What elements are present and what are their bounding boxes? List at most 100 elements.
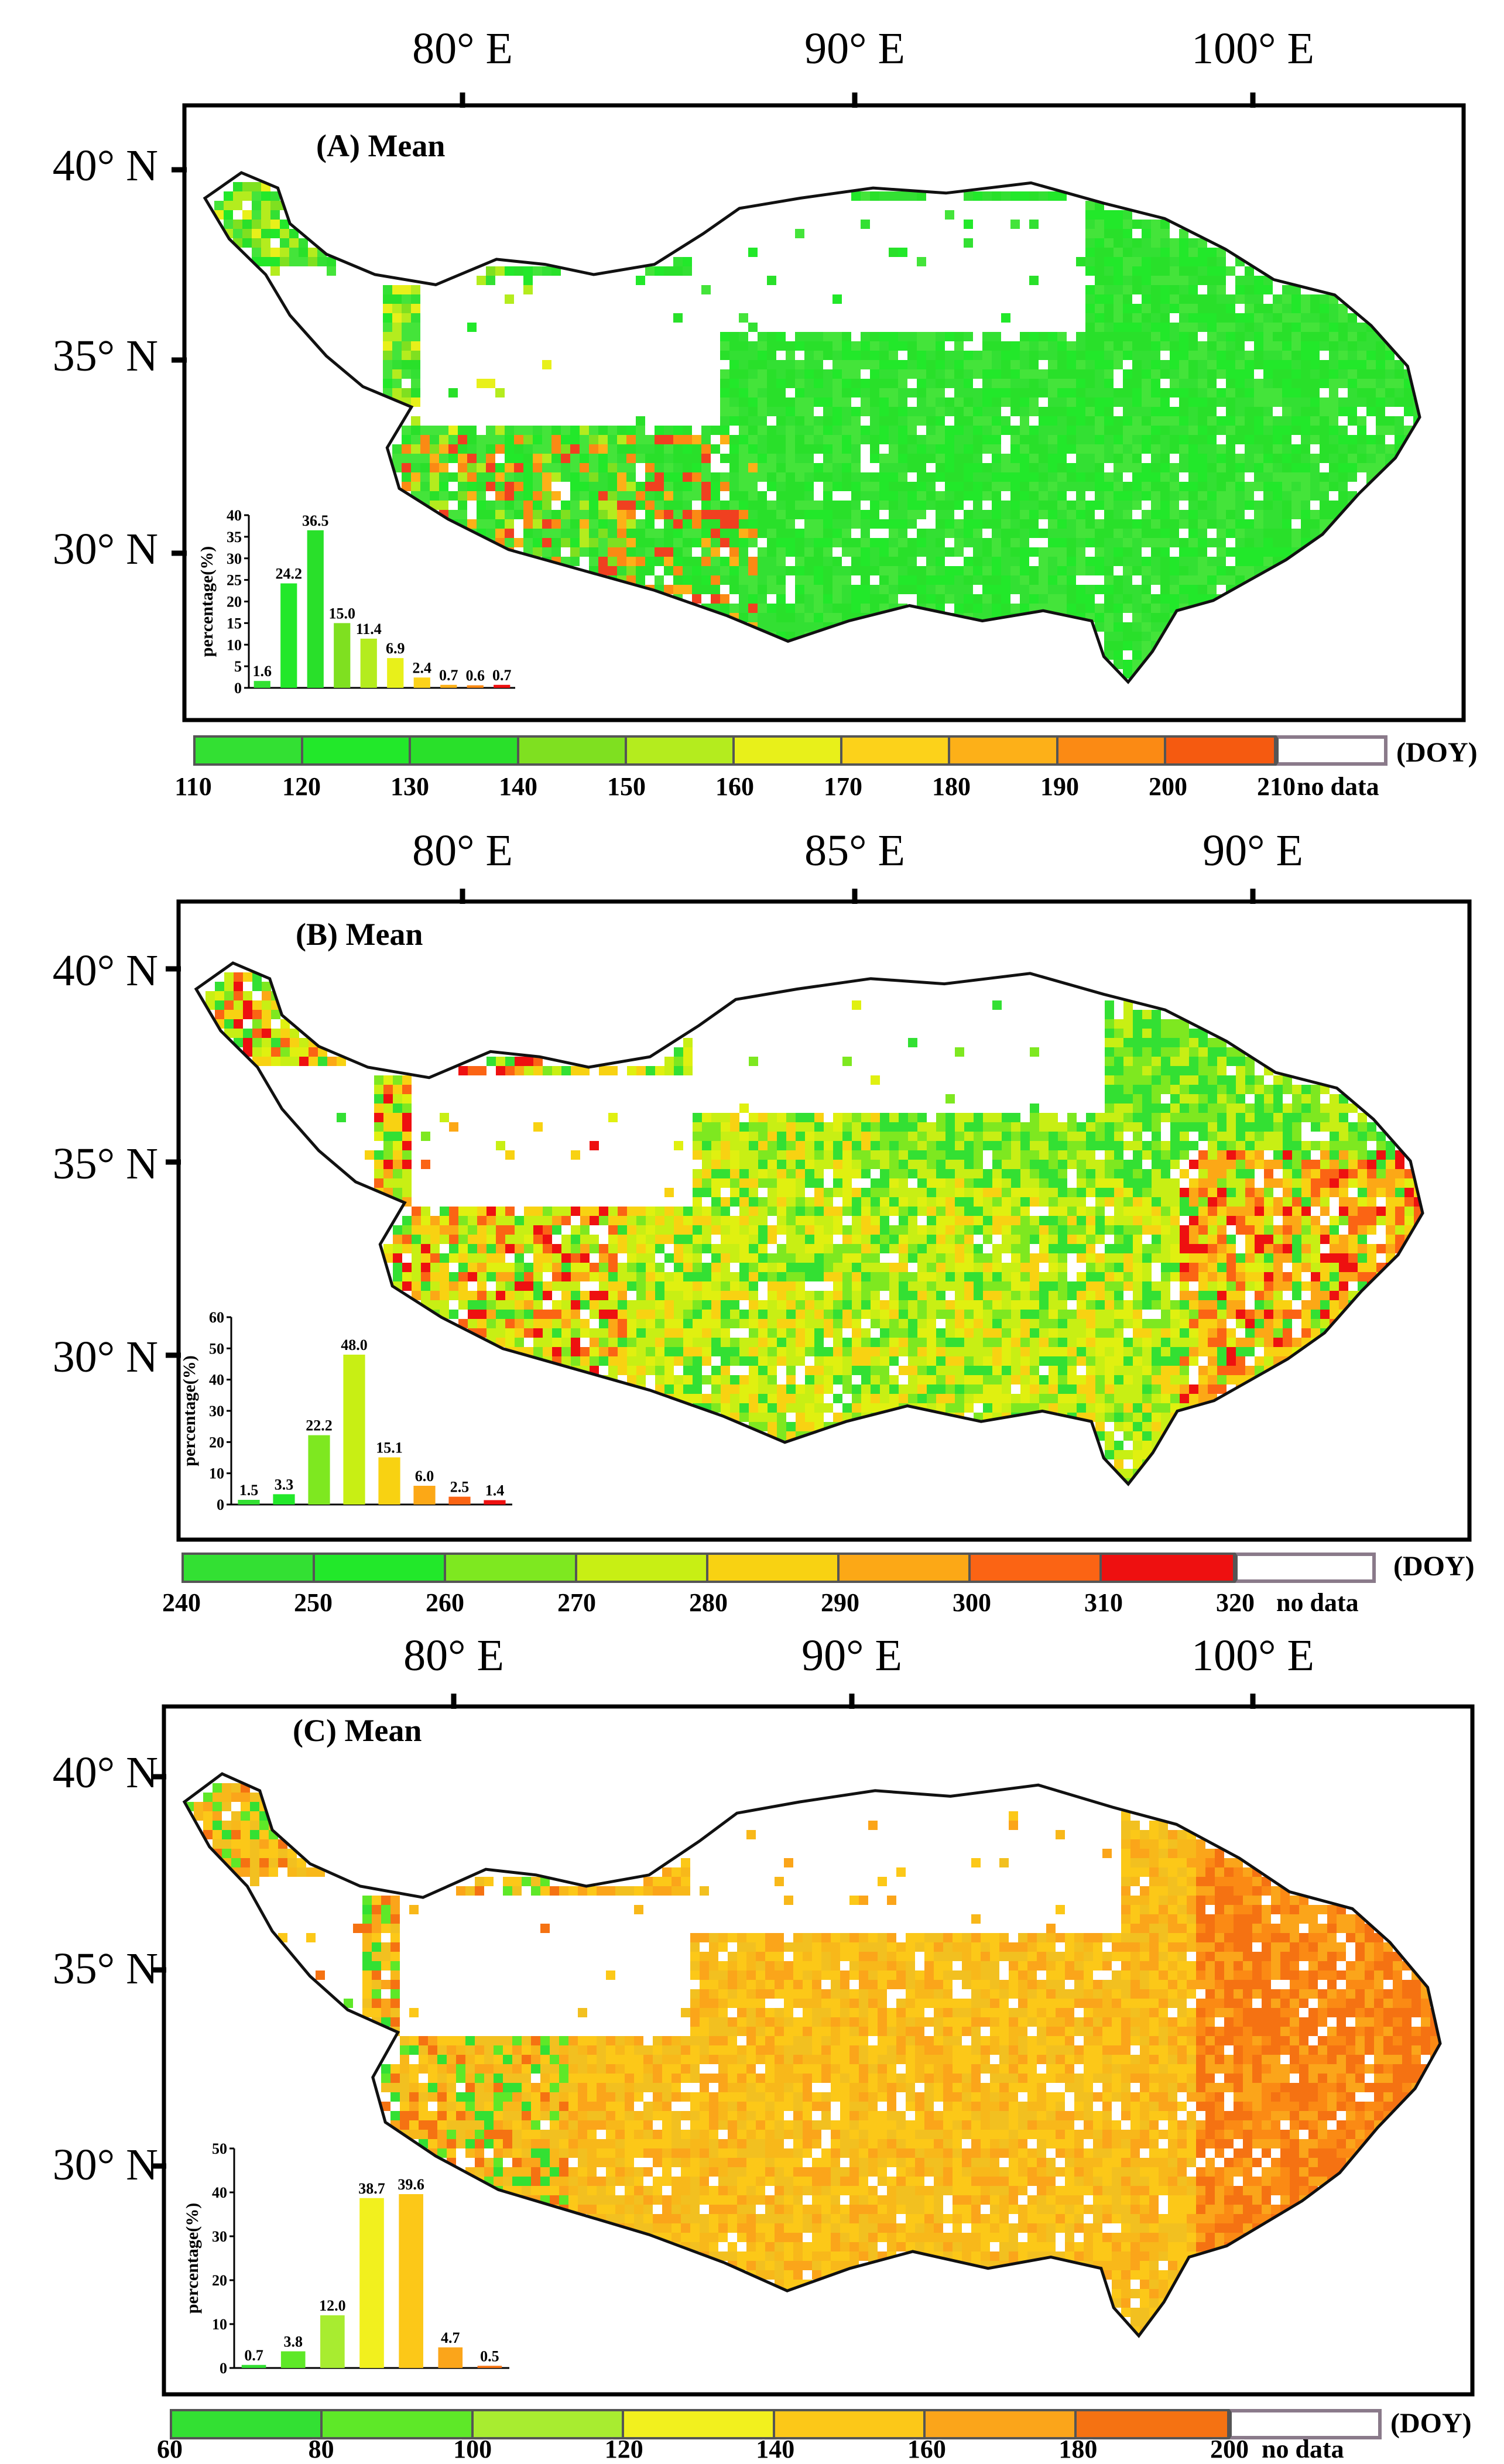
map-cell xyxy=(1264,1263,1273,1272)
map-cell xyxy=(861,472,870,482)
map-cell xyxy=(842,1160,852,1169)
map-cell xyxy=(1180,1244,1189,1253)
map-cell xyxy=(1104,294,1114,304)
map-cell xyxy=(533,435,542,444)
map-cell xyxy=(1254,379,1263,388)
map-cell xyxy=(1283,1178,1292,1188)
map-cell xyxy=(1104,604,1114,613)
map-cell xyxy=(702,1132,711,1141)
map-cell xyxy=(992,482,1001,491)
map-cell xyxy=(383,323,392,332)
map-cell xyxy=(1057,585,1067,594)
map-cell xyxy=(945,1207,955,1216)
map-cell xyxy=(1283,1150,1292,1160)
map-cell xyxy=(1245,1281,1255,1291)
map-cell xyxy=(1320,379,1329,388)
map-cell xyxy=(1217,341,1226,351)
map-cell xyxy=(261,210,270,220)
map-cell xyxy=(1227,1057,1236,1066)
map-cell xyxy=(365,1150,374,1160)
map-cell xyxy=(917,463,926,472)
map-cell xyxy=(879,538,889,547)
map-cell xyxy=(1076,566,1085,575)
map-cell xyxy=(1030,1104,1039,1113)
map-cell xyxy=(1151,613,1160,622)
map-cell xyxy=(974,1253,983,1263)
map-cell xyxy=(851,360,861,369)
map-cell xyxy=(1395,1197,1404,1207)
map-cell xyxy=(936,491,945,501)
map-cell xyxy=(1020,444,1029,454)
map-cell xyxy=(458,501,467,510)
map-cell xyxy=(833,1244,842,1253)
map-cell xyxy=(899,1113,908,1122)
map-cell xyxy=(412,1216,421,1225)
map-cell xyxy=(1245,491,1254,501)
map-cell xyxy=(1105,1066,1114,1075)
map-cell xyxy=(1282,435,1291,444)
map-cell xyxy=(430,472,439,482)
map-cell xyxy=(964,1216,974,1225)
map-cell xyxy=(917,482,926,491)
map-cell xyxy=(1385,426,1395,435)
map-cell xyxy=(1217,1047,1227,1057)
map-cell xyxy=(1254,472,1263,482)
map-cell xyxy=(983,1141,992,1150)
map-cell xyxy=(786,1216,796,1225)
map-cell xyxy=(832,472,842,482)
map-cell xyxy=(1030,1197,1039,1207)
map-cell xyxy=(814,360,823,369)
map-cell xyxy=(945,1113,955,1122)
map-cell xyxy=(393,1132,402,1141)
map-cell xyxy=(1152,1188,1161,1197)
map-cell xyxy=(720,351,729,360)
map-cell xyxy=(955,1178,964,1188)
map-cell xyxy=(973,529,982,538)
map-cell xyxy=(1132,538,1142,547)
map-cell xyxy=(440,1235,449,1244)
map-cell xyxy=(1105,1057,1114,1066)
map-cell xyxy=(1283,1132,1292,1141)
map-cell xyxy=(1217,557,1226,566)
map-cell xyxy=(992,1160,1002,1169)
map-cell xyxy=(917,529,926,538)
map-cell xyxy=(1058,1253,1067,1263)
map-cell xyxy=(889,388,898,397)
map-cell xyxy=(1010,360,1020,369)
map-cell xyxy=(1376,1141,1386,1150)
map-cell xyxy=(1123,604,1132,613)
map-cell xyxy=(954,529,964,538)
map-cell xyxy=(871,1272,880,1281)
map-cell xyxy=(927,1235,936,1244)
map-cell xyxy=(1104,341,1114,351)
map-cell xyxy=(1132,557,1142,566)
map-cell xyxy=(570,557,580,566)
map-cell xyxy=(1348,1207,1358,1216)
map-cell xyxy=(823,491,832,501)
map-cell xyxy=(1095,501,1104,510)
map-cell xyxy=(1198,313,1207,323)
map-cell xyxy=(1020,472,1029,482)
map-cell xyxy=(1310,379,1320,388)
map-cell xyxy=(1245,407,1254,416)
map-cell xyxy=(571,1253,580,1263)
map-cell xyxy=(805,1150,814,1160)
map-cell xyxy=(1188,557,1198,566)
map-cell xyxy=(1076,529,1085,538)
map-cell xyxy=(608,444,617,454)
colorbar-swatch xyxy=(627,738,735,763)
map-cell xyxy=(964,426,973,435)
map-cell xyxy=(402,463,411,472)
map-cell xyxy=(1160,304,1170,313)
map-cell xyxy=(1273,1160,1283,1169)
map-cell xyxy=(1217,1150,1227,1160)
map-cell xyxy=(983,1235,992,1244)
map-cell xyxy=(299,257,308,266)
map-cell xyxy=(449,1207,458,1216)
map-cell xyxy=(1142,257,1151,266)
map-cell xyxy=(1151,416,1160,426)
map-cell xyxy=(954,444,964,454)
map-cell xyxy=(992,444,1001,454)
map-cell xyxy=(1095,585,1104,594)
map-cell xyxy=(495,435,505,444)
